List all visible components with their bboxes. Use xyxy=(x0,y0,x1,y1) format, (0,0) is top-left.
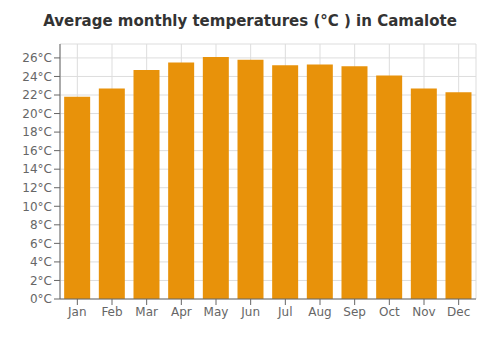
svg-text:4°C: 4°C xyxy=(30,255,52,269)
svg-text:20°C: 20°C xyxy=(22,107,52,121)
svg-text:Jul: Jul xyxy=(277,305,292,319)
svg-text:Aug: Aug xyxy=(308,305,331,319)
svg-text:Nov: Nov xyxy=(412,305,435,319)
svg-text:Sep: Sep xyxy=(343,305,366,319)
svg-text:24°C: 24°C xyxy=(22,70,52,84)
svg-text:Jan: Jan xyxy=(67,305,87,319)
svg-text:Apr: Apr xyxy=(171,305,192,319)
svg-text:26°C: 26°C xyxy=(22,51,52,65)
html-text:Average monthly temperatures (: Average monthly temperatures (°C ) in Ca… xyxy=(43,12,457,30)
svg-text:14°C: 14°C xyxy=(22,162,52,176)
svg-text:Feb: Feb xyxy=(101,305,122,319)
svg-text:Oct: Oct xyxy=(379,305,400,319)
svg-text:8°C: 8°C xyxy=(30,218,52,232)
svg-text:16°C: 16°C xyxy=(22,144,52,158)
svg-text:0°C: 0°C xyxy=(30,292,52,306)
svg-text:18°C: 18°C xyxy=(22,125,52,139)
svg-text:Jun: Jun xyxy=(240,305,260,319)
svg-text:6°C: 6°C xyxy=(30,237,52,251)
svg-text:May: May xyxy=(204,305,229,319)
svg-text:Dec: Dec xyxy=(447,305,470,319)
svg-text:12°C: 12°C xyxy=(22,181,52,195)
svg-text:Mar: Mar xyxy=(135,305,158,319)
svg-text:2°C: 2°C xyxy=(30,274,52,288)
svg-text:22°C: 22°C xyxy=(22,88,52,102)
svg-text:10°C: 10°C xyxy=(22,200,52,214)
